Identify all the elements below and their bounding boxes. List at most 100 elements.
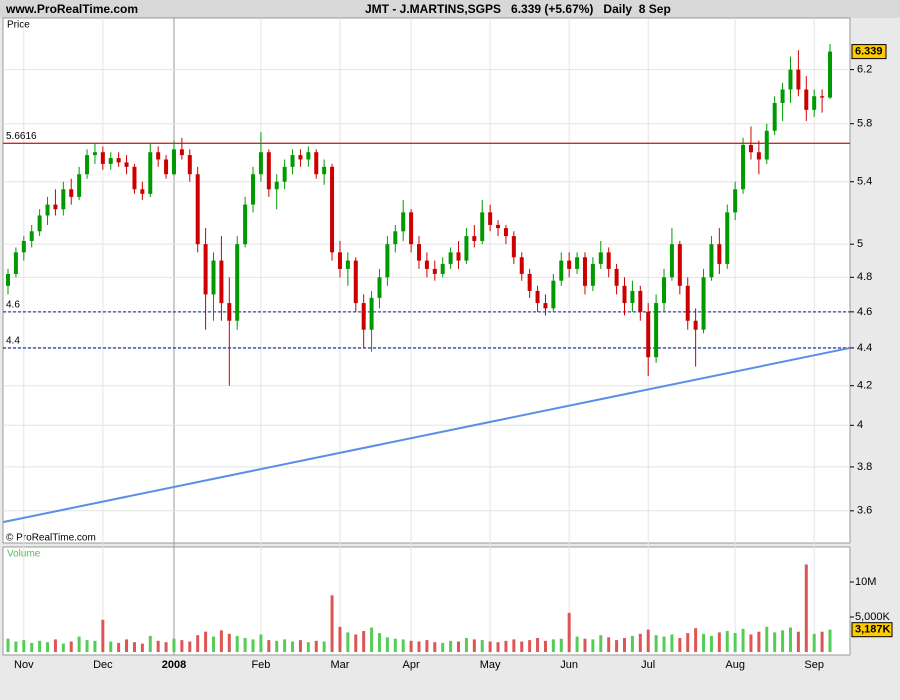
volume-bar [330, 595, 334, 652]
last-price-box [851, 44, 887, 60]
candle-body [377, 277, 382, 298]
candle-body [409, 212, 414, 245]
level-label: 5.6616 [6, 131, 37, 142]
volume-bar [235, 635, 239, 652]
volume-bar [298, 640, 302, 652]
candle-body [37, 215, 42, 232]
volume-bar [409, 640, 413, 652]
candle-body [298, 155, 303, 160]
candle-body [828, 51, 832, 98]
volume-bar [196, 635, 200, 652]
volume-bar [638, 633, 642, 652]
volume-bar [204, 631, 208, 652]
volume-bar [575, 636, 579, 652]
candle-body [741, 144, 746, 190]
candle-body [53, 204, 58, 210]
volume-bar [251, 639, 255, 652]
candle-body [567, 260, 572, 269]
candle-body [535, 290, 540, 304]
volume-bar [686, 633, 690, 652]
candle-body [748, 144, 753, 153]
candle-body [211, 260, 216, 295]
volume-bar [6, 638, 10, 652]
volume-bar [385, 637, 389, 652]
volume-bar [820, 631, 824, 652]
volume-bar [662, 636, 666, 652]
candle-body [756, 152, 761, 160]
volume-bar [812, 633, 816, 652]
x-tick-label: 2008 [162, 659, 186, 671]
candle-body [717, 244, 722, 264]
volume-bar [496, 642, 500, 652]
candle-body [258, 152, 263, 175]
panel-label: Price [7, 20, 30, 31]
header-bar [0, 0, 900, 18]
volume-bar [393, 638, 397, 652]
volume-bar [38, 640, 42, 652]
volume-bar [709, 635, 713, 652]
candle-body [606, 252, 611, 269]
last-volume-box [851, 622, 893, 638]
candle-body [511, 236, 516, 258]
candle-body [282, 166, 287, 182]
volume-bar [623, 638, 626, 652]
volume-bar [77, 636, 81, 652]
candle-body [385, 244, 390, 278]
candle-body [575, 257, 580, 269]
candle-body [559, 260, 564, 281]
candle-body [496, 224, 501, 229]
candle-body [61, 189, 66, 210]
volume-bar [370, 627, 374, 652]
volume-bar [275, 640, 279, 652]
volume-bar [117, 642, 121, 652]
candle-body [480, 212, 485, 241]
volume-bar [53, 639, 57, 652]
candle-body [171, 149, 176, 175]
candle-body [448, 252, 453, 264]
candle-body [440, 263, 445, 274]
volume-bar [132, 642, 136, 652]
volume-bar [172, 638, 176, 652]
x-tick-label: Aug [725, 659, 745, 671]
candle-body [417, 244, 421, 261]
candle-body [685, 285, 690, 321]
candle-body [124, 162, 129, 167]
candle-body [77, 174, 82, 197]
volume-bar [828, 629, 832, 652]
volume-bar [725, 631, 729, 652]
volume-bar [678, 638, 682, 652]
volume-bar [520, 641, 524, 652]
volume-bar [480, 640, 484, 652]
volume-bar [670, 634, 674, 652]
candle-body [29, 231, 34, 241]
candle-body [100, 152, 105, 164]
candle-body [630, 290, 635, 304]
volume-bar [528, 640, 532, 652]
candle-body [345, 260, 350, 269]
candle-body [820, 96, 825, 98]
candle-body [306, 152, 311, 160]
chart-title: JMT - J.MARTINS,SGPS 6.339 (+5.67%) Dail… [365, 2, 671, 16]
candle-body [677, 244, 682, 286]
candle-body [85, 155, 90, 175]
volume-bar [796, 631, 800, 652]
trend-line [2, 346, 851, 524]
volume-bar [30, 642, 34, 652]
volume-bar [125, 639, 129, 652]
volume-bar [314, 640, 318, 652]
candle-body [132, 166, 137, 190]
volume-bar [85, 640, 89, 652]
candle-body [353, 260, 358, 304]
candle-body [187, 155, 192, 175]
volume-bar [322, 641, 326, 652]
candle-body [227, 303, 232, 321]
y-tick-label: 5.8 [857, 118, 872, 130]
candle-body [519, 257, 524, 274]
candle-body [21, 240, 26, 253]
candle-body [772, 103, 777, 131]
volume-bar [488, 641, 492, 652]
volume-bar [702, 633, 706, 652]
copyright: © ProRealTime.com [6, 533, 96, 544]
volume-bar [401, 639, 405, 652]
